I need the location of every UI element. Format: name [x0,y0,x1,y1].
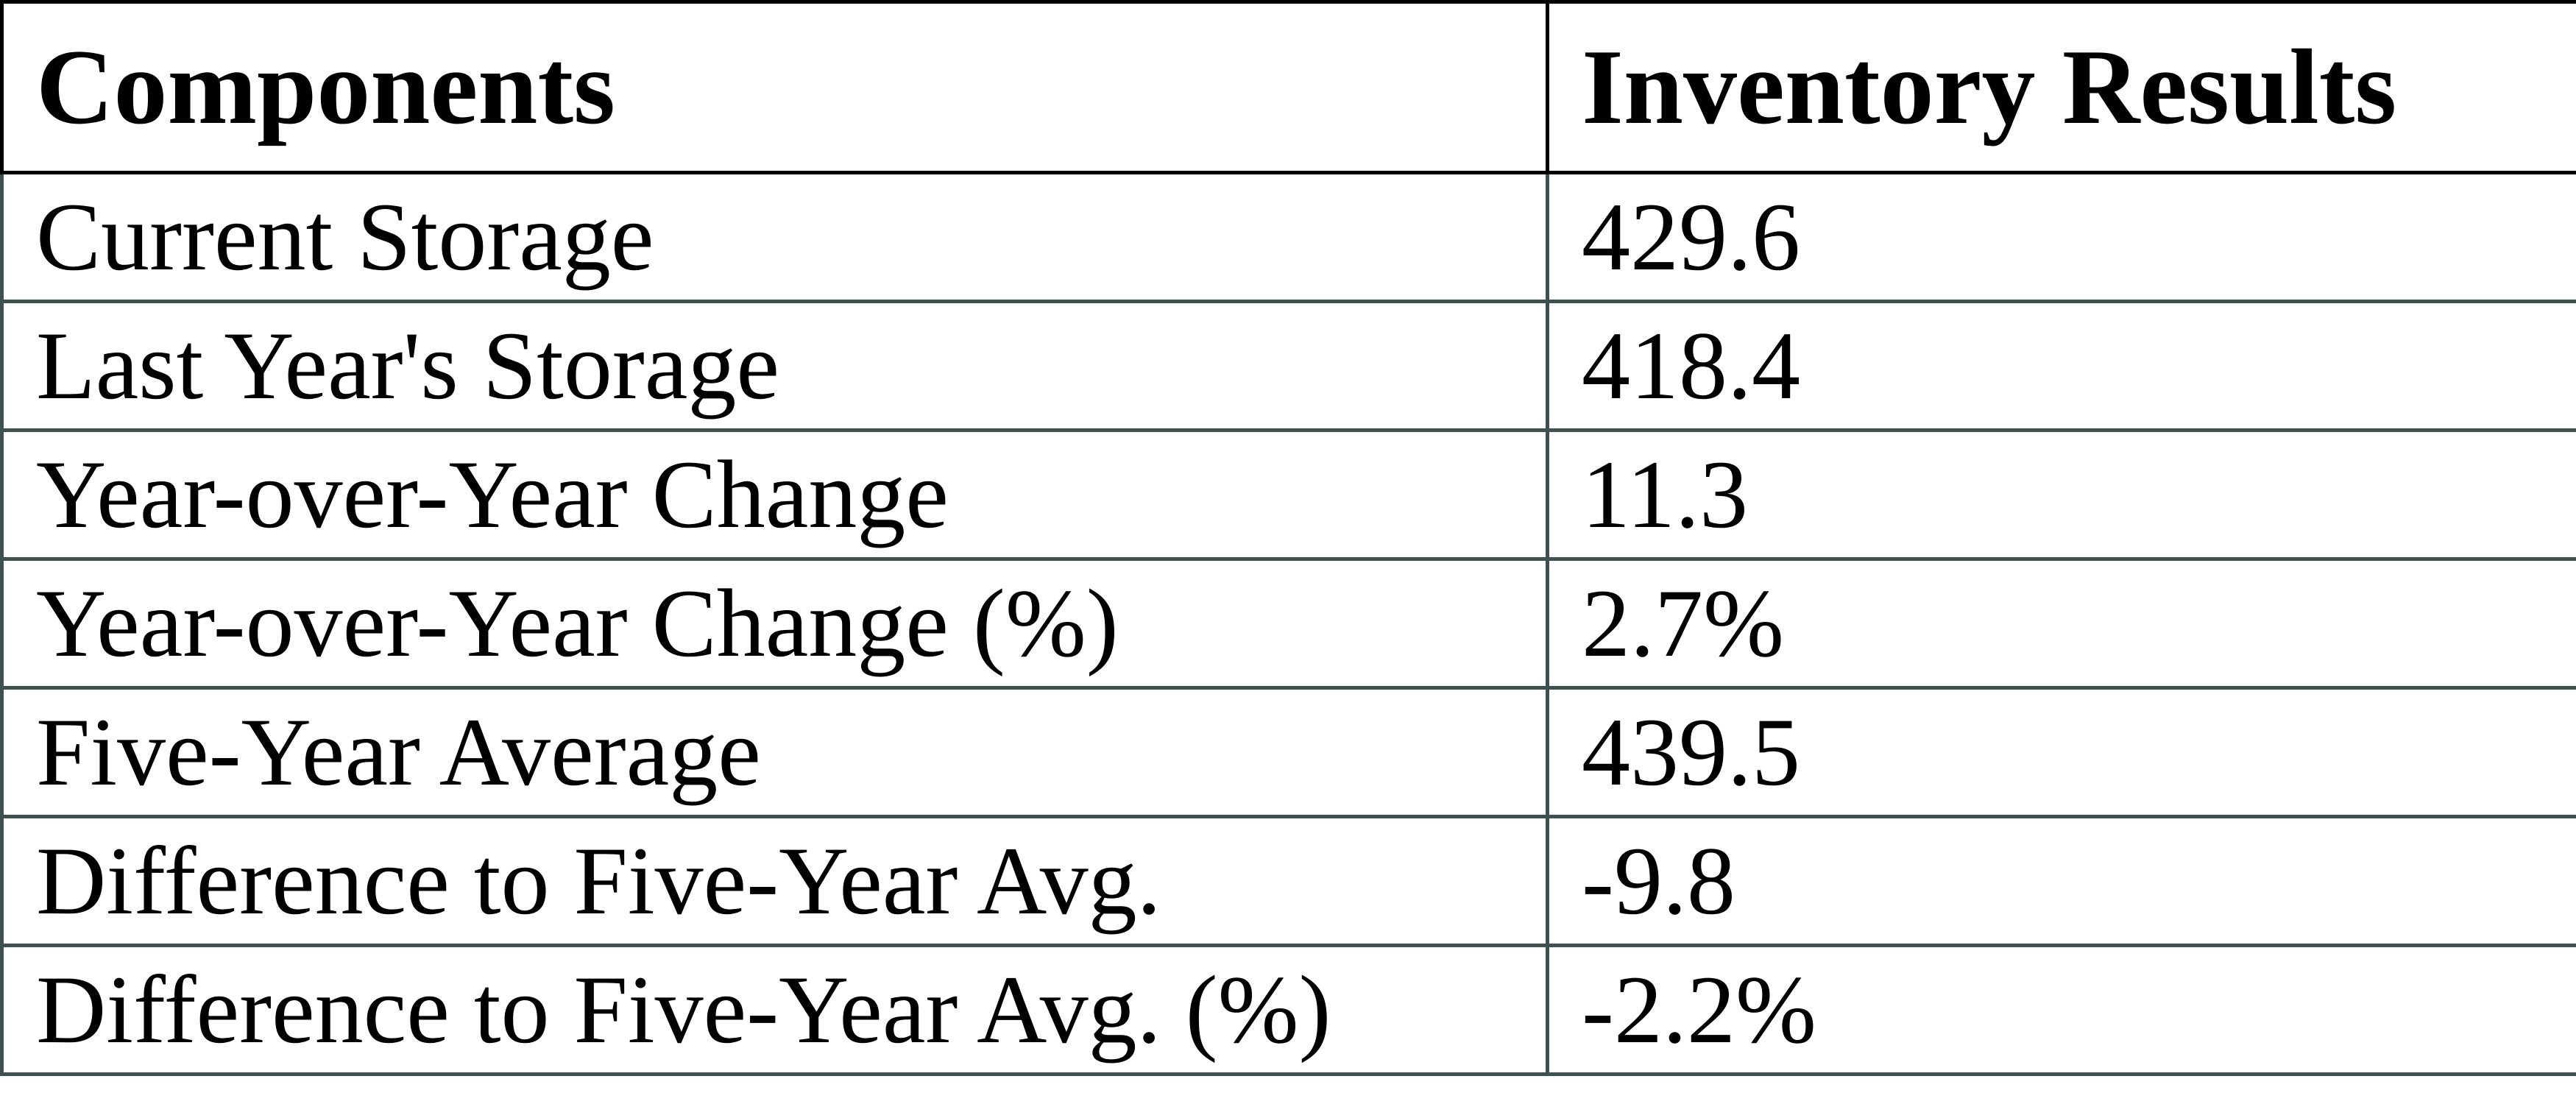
table-row: Last Year's Storage 418.4 [0,300,2576,432]
table-row: Year-over-Year Change (%) 2.7% [0,557,2576,690]
table-row: Five-Year Average 439.5 [0,686,2576,818]
row-value: -9.8 [1546,815,2576,947]
inventory-table: Components Inventory Results Current Sto… [0,0,2576,1076]
row-label: Current Storage [0,171,1549,303]
table-row: Difference to Five-Year Avg. (%) -2.2% [0,944,2576,1076]
row-label: Five-Year Average [0,686,1549,818]
row-value: 418.4 [1546,300,2576,432]
row-label: Difference to Five-Year Avg. [0,815,1549,947]
table-row: Current Storage 429.6 [0,171,2576,303]
row-label: Last Year's Storage [0,300,1549,432]
column-header-components: Components [0,0,1549,174]
row-value: 429.6 [1546,171,2576,303]
table-row: Year-over-Year Change 11.3 [0,428,2576,561]
row-label: Year-over-Year Change (%) [0,557,1549,690]
row-label: Year-over-Year Change [0,428,1549,561]
table-row: Difference to Five-Year Avg. -9.8 [0,815,2576,947]
row-value: -2.2% [1546,944,2576,1076]
row-label: Difference to Five-Year Avg. (%) [0,944,1549,1076]
header-row: Components Inventory Results [0,0,2576,174]
row-value: 439.5 [1546,686,2576,818]
column-header-inventory-results: Inventory Results [1546,0,2576,174]
row-value: 2.7% [1546,557,2576,690]
row-value: 11.3 [1546,428,2576,561]
